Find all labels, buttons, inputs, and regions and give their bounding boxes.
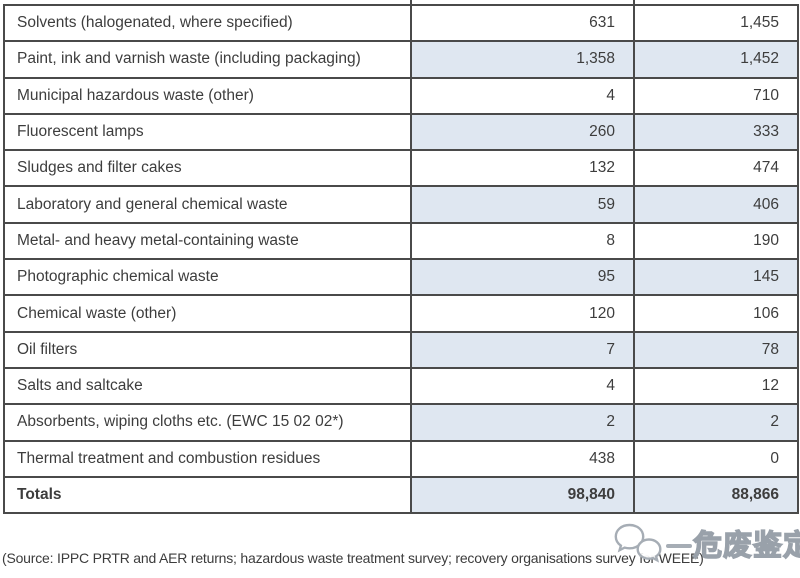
row-label-cell: Absorbents, wiping cloths etc. (EWC 15 0…	[3, 403, 412, 442]
row-label-cell: Solvents (halogenated, where specified)	[3, 3, 412, 43]
row-label-cell: Laboratory and general chemical waste	[3, 185, 412, 224]
row-value1-cell: 120	[410, 294, 635, 333]
table-row: Thermal treatment and combustion residue…	[3, 439, 799, 478]
row-value2-cell: 12	[633, 366, 799, 406]
row-value2-cell: 190	[633, 221, 799, 261]
row-value1-cell: 438	[410, 439, 635, 478]
row-label-cell: Thermal treatment and combustion residue…	[3, 439, 412, 478]
row-value2-cell: 333	[633, 112, 799, 152]
row-value2-cell: 474	[633, 149, 799, 188]
row-value2-cell: 2	[633, 403, 799, 442]
table-row: Absorbents, wiping cloths etc. (EWC 15 0…	[3, 403, 799, 442]
table-row: Solvents (halogenated, where specified) …	[3, 3, 799, 43]
row-value1-cell: 1,358	[410, 40, 635, 79]
row-label-cell: Photographic chemical waste	[3, 258, 412, 297]
row-value1-cell: 4	[410, 366, 635, 406]
row-label-cell: Salts and saltcake	[3, 366, 412, 406]
row-value2-cell: 145	[633, 258, 799, 297]
row-value1-cell: 2	[410, 403, 635, 442]
waste-table-body: Solvents (halogenated, where specified) …	[3, 3, 799, 515]
totals-value2-cell: 88,866	[633, 475, 799, 515]
table-row: Sludges and filter cakes 132 474	[3, 149, 799, 188]
row-value2-cell: 1,452	[633, 40, 799, 79]
row-value2-cell: 1,455	[633, 3, 799, 43]
watermark-text: 危废鉴定利用	[692, 529, 800, 562]
table-row: Chemical waste (other) 120 106	[3, 294, 799, 333]
cropped-gridline-stub	[410, 0, 412, 5]
row-value1-cell: 95	[410, 258, 635, 297]
table-row: Laboratory and general chemical waste 59…	[3, 185, 799, 224]
row-label-cell: Paint, ink and varnish waste (including …	[3, 40, 412, 79]
row-value2-cell: 0	[633, 439, 799, 478]
row-value2-cell: 106	[633, 294, 799, 333]
row-value1-cell: 8	[410, 221, 635, 261]
table-row: Photographic chemical waste 95 145	[3, 258, 799, 297]
watermark: 危废鉴定利用	[614, 518, 800, 568]
chat-bubbles-icon	[614, 523, 662, 563]
row-value1-cell: 4	[410, 76, 635, 115]
table-row: Metal- and heavy metal-containing waste …	[3, 221, 799, 261]
row-label-cell: Chemical waste (other)	[3, 294, 412, 333]
row-value2-cell: 78	[633, 330, 799, 369]
row-value2-cell: 406	[633, 185, 799, 224]
cropped-gridline-stub	[633, 0, 635, 5]
row-value1-cell: 631	[410, 3, 635, 43]
totals-label-cell: Totals	[3, 475, 412, 515]
source-note: (Source: IPPC PRTR and AER returns; haza…	[2, 550, 704, 566]
table-row: Paint, ink and varnish waste (including …	[3, 40, 799, 79]
row-value1-cell: 260	[410, 112, 635, 152]
waste-table: Solvents (halogenated, where specified) …	[3, 3, 799, 515]
totals-value1-cell: 98,840	[410, 475, 635, 515]
table-row: Oil filters 7 78	[3, 330, 799, 369]
row-label-cell: Fluorescent lamps	[3, 112, 412, 152]
row-value1-cell: 7	[410, 330, 635, 369]
table-row: Fluorescent lamps 260 333	[3, 112, 799, 152]
row-value1-cell: 59	[410, 185, 635, 224]
table-row: Salts and saltcake 4 12	[3, 366, 799, 406]
row-label-cell: Municipal hazardous waste (other)	[3, 76, 412, 115]
waste-table-container: Solvents (halogenated, where specified) …	[3, 3, 799, 515]
row-label-cell: Sludges and filter cakes	[3, 149, 412, 188]
row-value1-cell: 132	[410, 149, 635, 188]
table-row: Municipal hazardous waste (other) 4 710	[3, 76, 799, 115]
row-label-cell: Oil filters	[3, 330, 412, 369]
watermark-dash	[666, 544, 692, 548]
totals-row: Totals 98,840 88,866	[3, 475, 799, 515]
row-label-cell: Metal- and heavy metal-containing waste	[3, 221, 412, 261]
row-value2-cell: 710	[633, 76, 799, 115]
